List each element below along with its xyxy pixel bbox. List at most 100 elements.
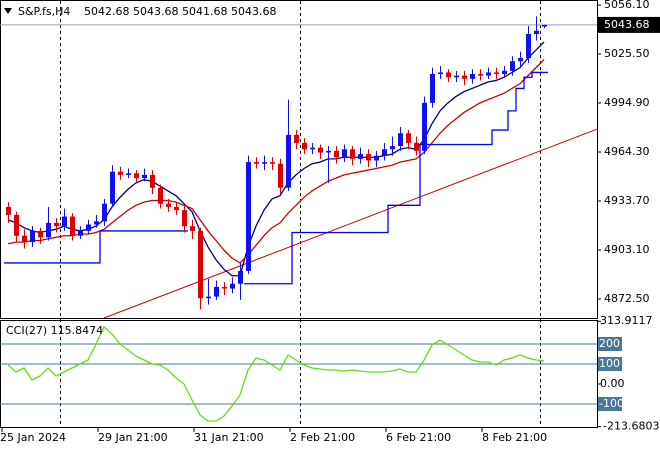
y-tick-label: 4872.50 <box>604 292 650 305</box>
candle-body <box>6 206 11 215</box>
candle-body <box>310 147 315 150</box>
candle-body <box>462 75 467 79</box>
candle-body <box>286 134 291 188</box>
menu-arrow <box>4 8 12 14</box>
candle-body <box>158 187 163 204</box>
cci-title: CCI(27) 115.8474 <box>6 324 103 337</box>
candle-body <box>486 72 491 76</box>
cci-panel <box>0 320 598 428</box>
candle-body <box>262 162 267 164</box>
candle-body <box>334 150 339 158</box>
candle-body <box>246 162 251 271</box>
x-tick-label: 6 Feb 21:00 <box>386 431 451 444</box>
candle-body <box>126 173 131 175</box>
price-marker-box <box>598 16 660 33</box>
candle-body <box>342 149 347 158</box>
x-tick-label: 25 Jan 2024 <box>0 431 66 444</box>
candle-body <box>358 154 363 159</box>
candle-body <box>54 222 59 227</box>
candle-body <box>102 203 107 222</box>
candle-body <box>294 134 299 143</box>
candle-body <box>422 102 427 151</box>
candle-body <box>534 30 539 35</box>
candle-body <box>406 133 411 143</box>
candle-body <box>278 163 283 188</box>
candle-body <box>118 171 123 175</box>
candle-body <box>70 216 75 236</box>
candle-body <box>254 162 259 164</box>
y-tick-label: 4933.70 <box>604 194 650 207</box>
candle-body <box>510 61 515 71</box>
ohlc: 5042.68 5043.68 5041.68 5043.68 <box>84 5 276 18</box>
candle-body <box>542 24 547 27</box>
candle-body <box>230 283 235 289</box>
candle-body <box>222 286 227 289</box>
y-tick-label: 100 <box>599 357 620 370</box>
x-tick-label: 29 Jan 21:00 <box>98 431 168 444</box>
candle-body <box>214 286 219 297</box>
x-tick-label: 8 Feb 21:00 <box>482 431 547 444</box>
candle-body <box>502 70 507 75</box>
candle-body <box>110 171 115 204</box>
candle-body <box>166 203 171 207</box>
candle-body <box>518 58 523 62</box>
x-tick-label: 2 Feb 21:00 <box>290 431 355 444</box>
symbol: S&P.fs,H4 <box>18 5 70 18</box>
candle-body <box>302 142 307 150</box>
candle-body <box>414 142 419 151</box>
indicator-line <box>7 59 545 264</box>
y-tick-label: -213.6803 <box>603 420 659 433</box>
candle-body <box>150 174 155 188</box>
candle-body <box>86 224 91 231</box>
y-tick-label: 5025.50 <box>604 47 650 60</box>
candle-body <box>526 34 531 59</box>
candle-body <box>478 74 483 76</box>
candle-body <box>326 150 331 153</box>
candle-body <box>174 206 179 211</box>
candle-body <box>78 230 83 236</box>
candle-body <box>398 133 403 147</box>
level-box <box>598 357 622 371</box>
candle-body <box>494 72 499 75</box>
candle-body <box>94 221 99 225</box>
candle-body <box>198 230 203 299</box>
candle-body <box>38 230 43 238</box>
price-marker-label: 5043.68 <box>604 18 650 31</box>
candle-body <box>438 72 443 75</box>
trendline <box>103 128 597 319</box>
y-tick-label: 5056.10 <box>604 0 650 11</box>
candle-body <box>142 174 147 179</box>
candle-body <box>350 149 355 159</box>
candle-body <box>62 216 67 227</box>
y-tick-label: 4994.90 <box>604 96 650 109</box>
candle-body <box>270 162 275 164</box>
y-tick-label: 200 <box>599 337 620 350</box>
indicator-line <box>7 41 545 277</box>
indicator-line <box>244 71 548 285</box>
candle-body <box>366 154 371 161</box>
indicator-line <box>4 230 188 264</box>
level-box <box>598 397 622 411</box>
candle-body <box>22 235 27 243</box>
y-tick-label: -100 <box>599 397 624 410</box>
cci-line <box>7 325 545 422</box>
candle-body <box>470 74 475 79</box>
x-tick-label: 31 Jan 21:00 <box>194 431 264 444</box>
y-tick-label: 4903.10 <box>604 243 650 256</box>
candle-body <box>14 214 19 236</box>
y-tick-label: 313.9117 <box>600 314 653 327</box>
candle-body <box>134 173 139 179</box>
candle-body <box>390 146 395 150</box>
candle-body <box>374 155 379 161</box>
level-box <box>598 337 622 351</box>
cci-plot <box>0 325 597 422</box>
candle-body <box>430 74 435 103</box>
candle-body <box>318 147 323 153</box>
candle-body <box>30 230 35 243</box>
day-separators <box>60 1 541 427</box>
candle-body <box>190 226 195 231</box>
price-plot <box>0 16 597 319</box>
y-tick-label: 0.00 <box>600 377 625 390</box>
candle-body <box>446 72 451 78</box>
